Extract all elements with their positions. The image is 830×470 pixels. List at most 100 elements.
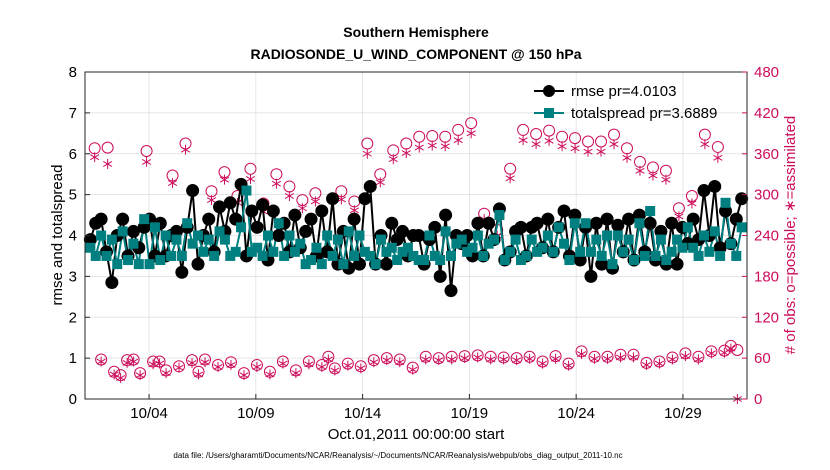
totalspread-marker — [537, 242, 548, 253]
obs-assimilated-marker — [414, 142, 424, 153]
totalspread-marker — [106, 234, 117, 245]
totalspread-marker — [542, 230, 553, 241]
obs-assimilated-marker — [726, 343, 736, 354]
obs-assimilated-marker — [135, 370, 145, 381]
totalspread-marker — [677, 242, 688, 253]
totalspread-marker — [279, 250, 290, 261]
rmse-marker — [347, 212, 361, 226]
totalspread-marker — [144, 259, 155, 270]
obs-assimilated-marker — [90, 152, 100, 163]
obs-possible-marker — [731, 343, 744, 356]
obs-assimilated-marker — [622, 152, 632, 163]
totalspread-marker — [532, 246, 543, 257]
totalspread-marker — [505, 246, 516, 257]
rmse-marker — [444, 284, 458, 298]
asterisk-stroke — [330, 367, 340, 374]
totalspread-marker — [580, 218, 591, 229]
asterisk-stroke — [525, 355, 535, 362]
asterisk-stroke — [570, 145, 580, 152]
totalspread-marker — [634, 218, 645, 229]
totalspread-marker — [123, 255, 134, 266]
totalspread-marker — [392, 255, 403, 266]
obs-possible-marker — [101, 141, 114, 154]
rmse-marker — [186, 184, 200, 198]
totalspread-marker — [316, 259, 327, 270]
obs-assimilated-marker — [388, 154, 398, 165]
obs-assimilated-marker — [421, 354, 431, 365]
totalspread-marker — [203, 234, 214, 245]
totalspread-marker — [225, 250, 236, 261]
obs-assimilated-marker — [401, 148, 411, 159]
obs-possible-marker — [711, 140, 724, 153]
asterisk-stroke — [265, 371, 275, 378]
totalspread-marker — [569, 218, 580, 229]
asterisk-stroke — [219, 176, 230, 183]
obs-assimilated-marker — [531, 139, 541, 150]
totalspread-marker — [585, 246, 596, 257]
totalspread-marker — [548, 246, 559, 257]
totalspread-marker — [241, 185, 252, 196]
obs-assimilated-marker — [187, 357, 197, 368]
obs-assimilated-marker — [129, 356, 139, 367]
obs-assimilated-marker — [583, 146, 593, 157]
obs-assimilated-marker — [252, 361, 262, 372]
totalspread-marker — [90, 250, 101, 261]
x-tick-label: 10/04 — [130, 405, 168, 422]
y-right-tick-label: 480 — [754, 64, 779, 81]
totalspread-marker — [494, 210, 505, 221]
obs-assimilated-marker — [434, 355, 444, 366]
asterisk-stroke — [323, 356, 333, 363]
obs-assimilated-marker — [271, 178, 282, 189]
totalspread-marker — [166, 250, 177, 261]
asterisk-stroke — [245, 176, 256, 182]
obs-assimilated-marker — [557, 141, 567, 152]
ticks: 0 1 2 3 4 5 6 7 8 0 60 120 180 240 300 360 420 480 10/04 10… — [69, 64, 779, 422]
asterisk-stroke — [161, 370, 171, 377]
rmse-marker — [202, 212, 216, 226]
asterisk-stroke — [408, 366, 418, 373]
y-tick-label: 2 — [69, 309, 77, 326]
totalspread-marker — [236, 222, 247, 233]
obs-assimilated-marker — [116, 372, 126, 383]
rmse-marker — [735, 192, 749, 206]
obs-assimilated-marker — [687, 198, 697, 209]
totalspread-marker — [429, 250, 440, 261]
asterisk-stroke — [174, 364, 184, 371]
obs-assimilated-marker — [330, 365, 340, 376]
obs-assimilated-marker — [505, 173, 515, 184]
obs-assimilated-marker — [239, 370, 249, 381]
rmse-marker — [385, 216, 399, 230]
totalspread-marker — [645, 205, 656, 216]
totalspread-marker — [96, 230, 107, 241]
rmse-marker — [358, 192, 372, 206]
asterisk-stroke — [284, 193, 294, 199]
obs-assimilated-marker — [213, 361, 223, 372]
y-right-tick-label: 420 — [754, 105, 779, 122]
rmse-marker — [272, 229, 286, 242]
obs-assimilated-marker — [356, 363, 366, 374]
asterisk-stroke — [538, 360, 548, 367]
totalspread-marker — [198, 246, 209, 257]
legend-rmse-label: rmse pr=4.0103 — [571, 83, 676, 100]
totalspread-marker — [564, 255, 575, 266]
obs-assimilated-marker — [680, 351, 690, 362]
totalspread-marker — [413, 255, 424, 266]
rmse-marker — [288, 208, 302, 222]
asterisk-stroke — [291, 370, 301, 377]
obs-assimilated-marker — [648, 170, 658, 181]
rmse-marker — [326, 192, 340, 206]
totalspread-marker — [655, 234, 666, 245]
obs-assimilated-marker — [284, 190, 294, 201]
asterisk-stroke — [486, 356, 496, 363]
totalspread-marker — [483, 238, 494, 249]
asterisk-stroke — [414, 144, 424, 151]
totalspread-marker — [435, 255, 446, 266]
totalspread-marker — [327, 250, 338, 261]
totalspread-marker — [618, 246, 629, 257]
y-right-tick-label: 360 — [754, 146, 779, 163]
rmse-marker — [439, 208, 453, 222]
totalspread-marker — [230, 246, 241, 257]
asterisk-stroke — [680, 353, 690, 360]
totalspread-marker — [149, 222, 160, 233]
totalspread-marker — [715, 250, 726, 261]
